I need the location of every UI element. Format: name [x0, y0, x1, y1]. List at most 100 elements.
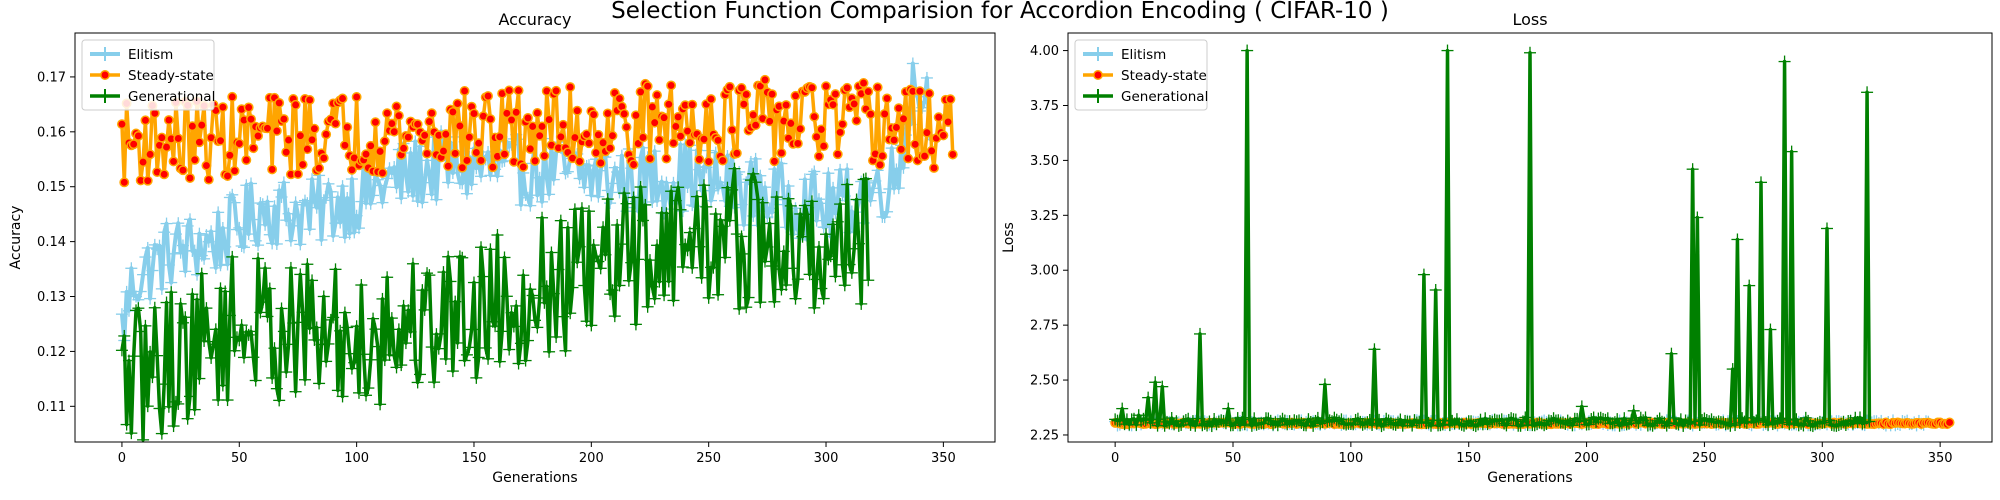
data-point: [419, 130, 430, 141]
data-point: [943, 117, 954, 127]
data-point: [459, 86, 470, 96]
y-tick-label: 0.13: [37, 290, 66, 305]
data-point: [591, 147, 601, 158]
data-point: [499, 149, 510, 160]
y-tick-label: 3.00: [1030, 264, 1059, 279]
data-point: [835, 127, 846, 138]
data-point: [816, 124, 827, 135]
legend-label: Steady-state: [1121, 68, 1207, 84]
data-point: [558, 119, 569, 130]
data-point: [748, 110, 759, 120]
y-tick-label: 2.75: [1030, 319, 1059, 334]
data-point: [785, 118, 796, 129]
data-point: [271, 125, 282, 136]
data-point: [851, 115, 862, 126]
data-point: [926, 145, 937, 156]
data-point: [769, 156, 780, 167]
data-point: [532, 108, 543, 118]
data-point: [116, 119, 127, 130]
data-point: [661, 153, 672, 164]
data-point: [290, 99, 301, 110]
x-tick-label: 100: [1338, 451, 1363, 466]
x-tick-label: 200: [579, 451, 604, 466]
figure-suptitle: Selection Function Comparision for Accor…: [611, 0, 1389, 24]
y-tick-label: 3.25: [1030, 209, 1059, 224]
data-point: [527, 121, 538, 132]
data-point: [309, 123, 320, 134]
data-point: [684, 137, 695, 148]
data-point: [281, 147, 292, 158]
data-point: [361, 149, 371, 160]
data-point: [283, 135, 294, 145]
data-point: [201, 160, 212, 171]
data-point: [187, 121, 198, 132]
data-point: [163, 115, 174, 125]
data-point: [398, 143, 409, 154]
data-point: [865, 109, 876, 120]
data-point: [443, 161, 454, 172]
data-point: [304, 95, 315, 105]
x-tick-label: 250: [696, 451, 721, 466]
axes-title: Loss: [1512, 10, 1547, 29]
legend-label: Elitism: [128, 47, 173, 63]
data-point: [877, 151, 888, 161]
data-point: [670, 121, 681, 132]
data-point: [731, 148, 742, 159]
x-tick-label: 100: [344, 451, 369, 466]
data-point: [584, 138, 594, 149]
data-point: [790, 90, 801, 101]
data-point: [896, 144, 907, 155]
data-point: [189, 154, 200, 165]
series-generational: [1109, 44, 1876, 433]
series-steady-state: [116, 74, 958, 188]
data-point: [461, 155, 472, 166]
data-point: [882, 93, 892, 104]
data-point: [307, 134, 317, 145]
data-point: [809, 111, 820, 122]
data-point: [389, 126, 400, 137]
data-point: [178, 165, 188, 176]
data-point: [530, 155, 540, 166]
data-point: [229, 165, 240, 176]
data-point: [588, 109, 599, 120]
legend-label: Generational: [1121, 89, 1208, 105]
data-point: [837, 119, 848, 130]
data-point: [607, 130, 618, 141]
data-point: [185, 173, 195, 183]
data-point: [267, 164, 278, 175]
data-point: [342, 122, 353, 133]
data-point: [450, 148, 461, 159]
data-point: [614, 93, 625, 104]
x-tick-label: 50: [231, 451, 248, 466]
data-point: [806, 82, 817, 93]
x-tick-label: 0: [118, 451, 126, 466]
data-point: [222, 171, 233, 181]
data-point: [741, 89, 752, 100]
data-point: [457, 162, 468, 173]
data-point: [581, 129, 592, 140]
legend: Elitism Steady-state Generational: [81, 39, 215, 111]
data-point: [792, 138, 803, 149]
y-axis-label: Loss: [1001, 222, 1017, 253]
series-line: [1114, 48, 1872, 428]
data-point: [403, 132, 414, 143]
y-tick-label: 0.15: [37, 180, 66, 195]
data-point: [921, 127, 932, 138]
x-tick-label: 300: [814, 451, 839, 466]
data-point: [438, 146, 449, 156]
data-point: [687, 99, 698, 110]
data-point: [910, 139, 921, 150]
data-point: [128, 139, 139, 150]
data-point: [337, 93, 348, 104]
legend-box: [1074, 39, 1208, 111]
data-point: [168, 156, 179, 167]
accuracy-panel: Accuracy 0 50 100 150 200 250 300 350 0.11 0.12 0.1…: [8, 10, 996, 486]
axes-frame: [74, 32, 996, 443]
data-point: [464, 132, 475, 143]
x-tick-label: 150: [462, 451, 487, 466]
data-point: [537, 121, 547, 132]
data-point: [858, 78, 869, 88]
data-point: [947, 149, 958, 160]
data-point: [551, 85, 562, 96]
x-tick-label: 350: [1928, 451, 1953, 466]
